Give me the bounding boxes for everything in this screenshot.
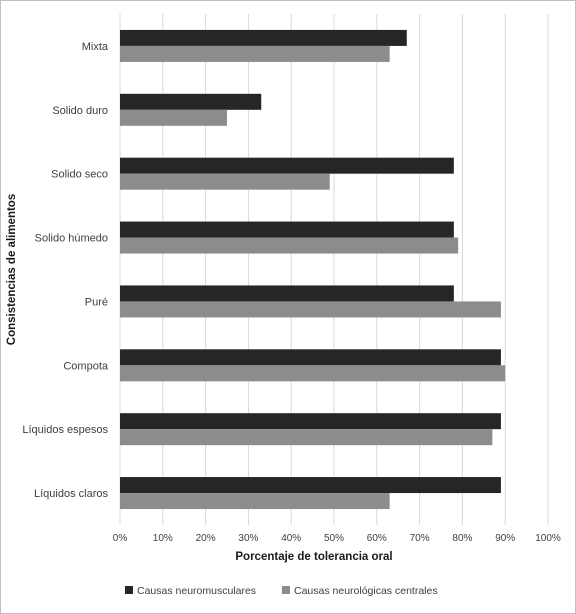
bar-neuromusculares-1 <box>120 93 262 110</box>
category-label: Mixta <box>82 41 109 53</box>
x-tick-label: 20% <box>196 533 216 544</box>
category-labels: Mixta Solido duro Solido seco Solido húmedo… <box>22 41 109 500</box>
x-tick-label: 80% <box>452 533 472 544</box>
y-axis-title: Consistencias de alimentos <box>6 194 18 345</box>
x-tick-label: 100% <box>535 533 561 544</box>
x-tick-label: 40% <box>281 533 301 544</box>
x-tick-label: 90% <box>495 533 515 544</box>
bar-neurologicas-2 <box>120 173 330 190</box>
gridlines <box>119 14 549 525</box>
x-tick-label: 70% <box>410 533 430 544</box>
legend-label: Causas neuromusculares <box>137 585 256 597</box>
bar-neurologicas-6 <box>120 429 493 446</box>
legend-swatch <box>125 586 133 594</box>
x-tick-label: 30% <box>238 533 258 544</box>
x-tick-label: 0% <box>113 533 128 544</box>
category-label: Líquidos claros <box>34 488 108 500</box>
bar-neurologicas-4 <box>120 301 501 318</box>
bar-neuromusculares-6 <box>120 413 501 430</box>
bar-neurologicas-7 <box>120 493 390 510</box>
bar-neuromusculares-2 <box>120 157 454 174</box>
x-tick-label: 10% <box>153 533 173 544</box>
x-tick-labels: 0% 10% 20% 30% 40% 50% 60% 70% 80% 90% 100% <box>113 533 561 544</box>
category-label: Solido seco <box>51 169 108 181</box>
bar-neuromusculares-7 <box>120 477 501 494</box>
category-label: Solido húmedo <box>35 233 108 245</box>
bar-neurologicas-1 <box>120 109 227 126</box>
x-tick-label: 50% <box>324 533 344 544</box>
bar-neurologicas-0 <box>120 45 390 62</box>
category-label: Solido duro <box>52 105 108 117</box>
bar-neuromusculares-5 <box>120 349 501 366</box>
category-label: Puré <box>85 296 108 308</box>
legend-swatch <box>282 586 290 594</box>
x-axis-title: Porcentaje de tolerancia oral <box>235 551 392 563</box>
category-label: Compota <box>63 360 109 372</box>
legend-label: Causas neurológicas centrales <box>294 585 438 597</box>
category-label: Líquidos espesos <box>22 424 108 436</box>
bar-neuromusculares-4 <box>120 285 454 302</box>
bars <box>120 29 506 510</box>
bar-neuromusculares-3 <box>120 221 454 238</box>
x-tick-label: 60% <box>367 533 387 544</box>
bar-neuromusculares-0 <box>120 29 407 46</box>
bar-neurologicas-5 <box>120 365 506 382</box>
bar-neurologicas-3 <box>120 237 459 254</box>
legend: Causas neuromusculares Causas neurológica… <box>125 585 438 597</box>
